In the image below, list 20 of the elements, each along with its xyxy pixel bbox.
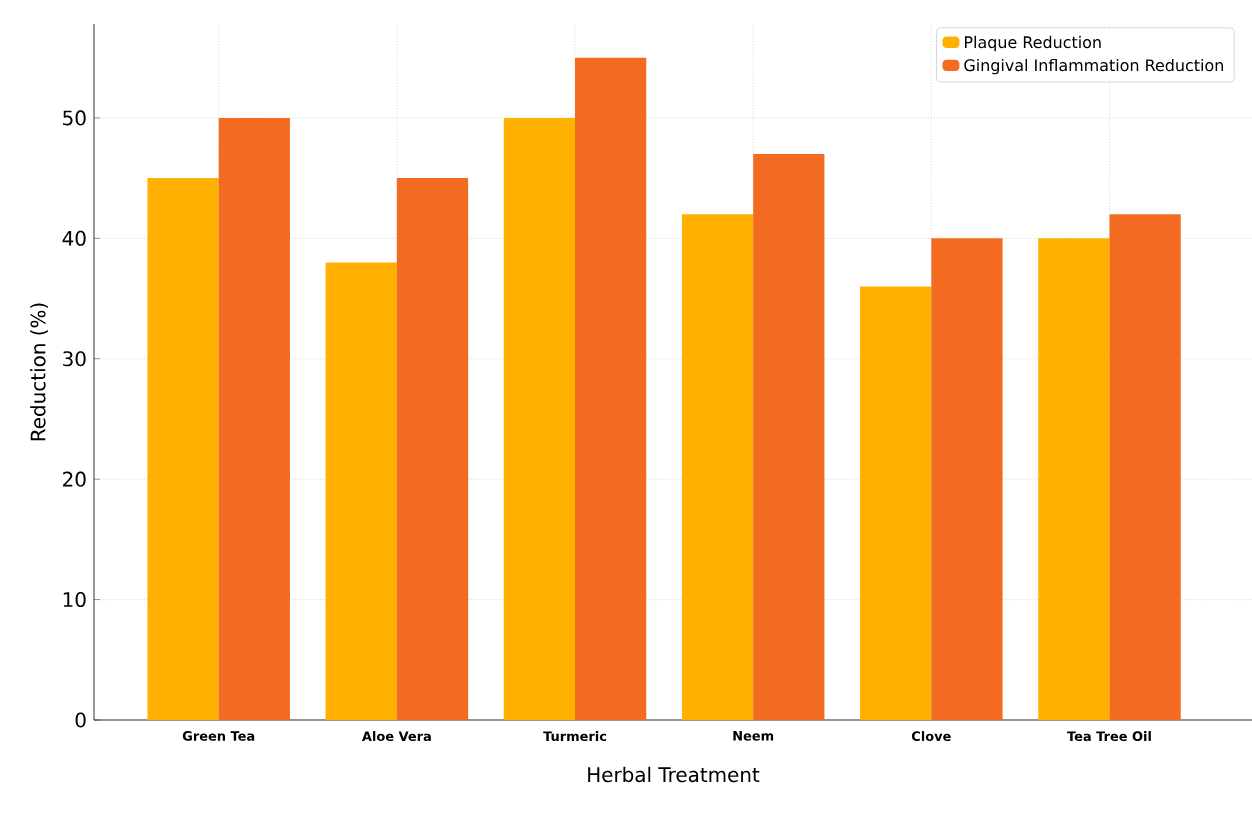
bar bbox=[218, 117, 290, 720]
y-tick-label: 50 bbox=[63, 110, 86, 126]
y-axis-title: Reduction (%) bbox=[30, 303, 48, 441]
y-tick-label: 30 bbox=[63, 351, 86, 367]
bar bbox=[860, 286, 932, 720]
bar bbox=[753, 154, 825, 720]
x-axis-title: Herbal Treatment bbox=[588, 766, 760, 783]
bar bbox=[325, 262, 397, 720]
bar bbox=[1038, 238, 1110, 720]
bar bbox=[681, 214, 754, 720]
bar bbox=[147, 178, 219, 720]
bar bbox=[931, 238, 1003, 720]
y-tick-label: 20 bbox=[63, 471, 86, 487]
y-tick-label: 40 bbox=[62, 230, 86, 246]
y-tick-label: 10 bbox=[63, 592, 86, 608]
y-tick-label: 0 bbox=[75, 712, 86, 728]
bar bbox=[396, 178, 469, 720]
bar bbox=[1109, 214, 1181, 720]
bar bbox=[575, 57, 647, 720]
bar bbox=[503, 117, 576, 720]
